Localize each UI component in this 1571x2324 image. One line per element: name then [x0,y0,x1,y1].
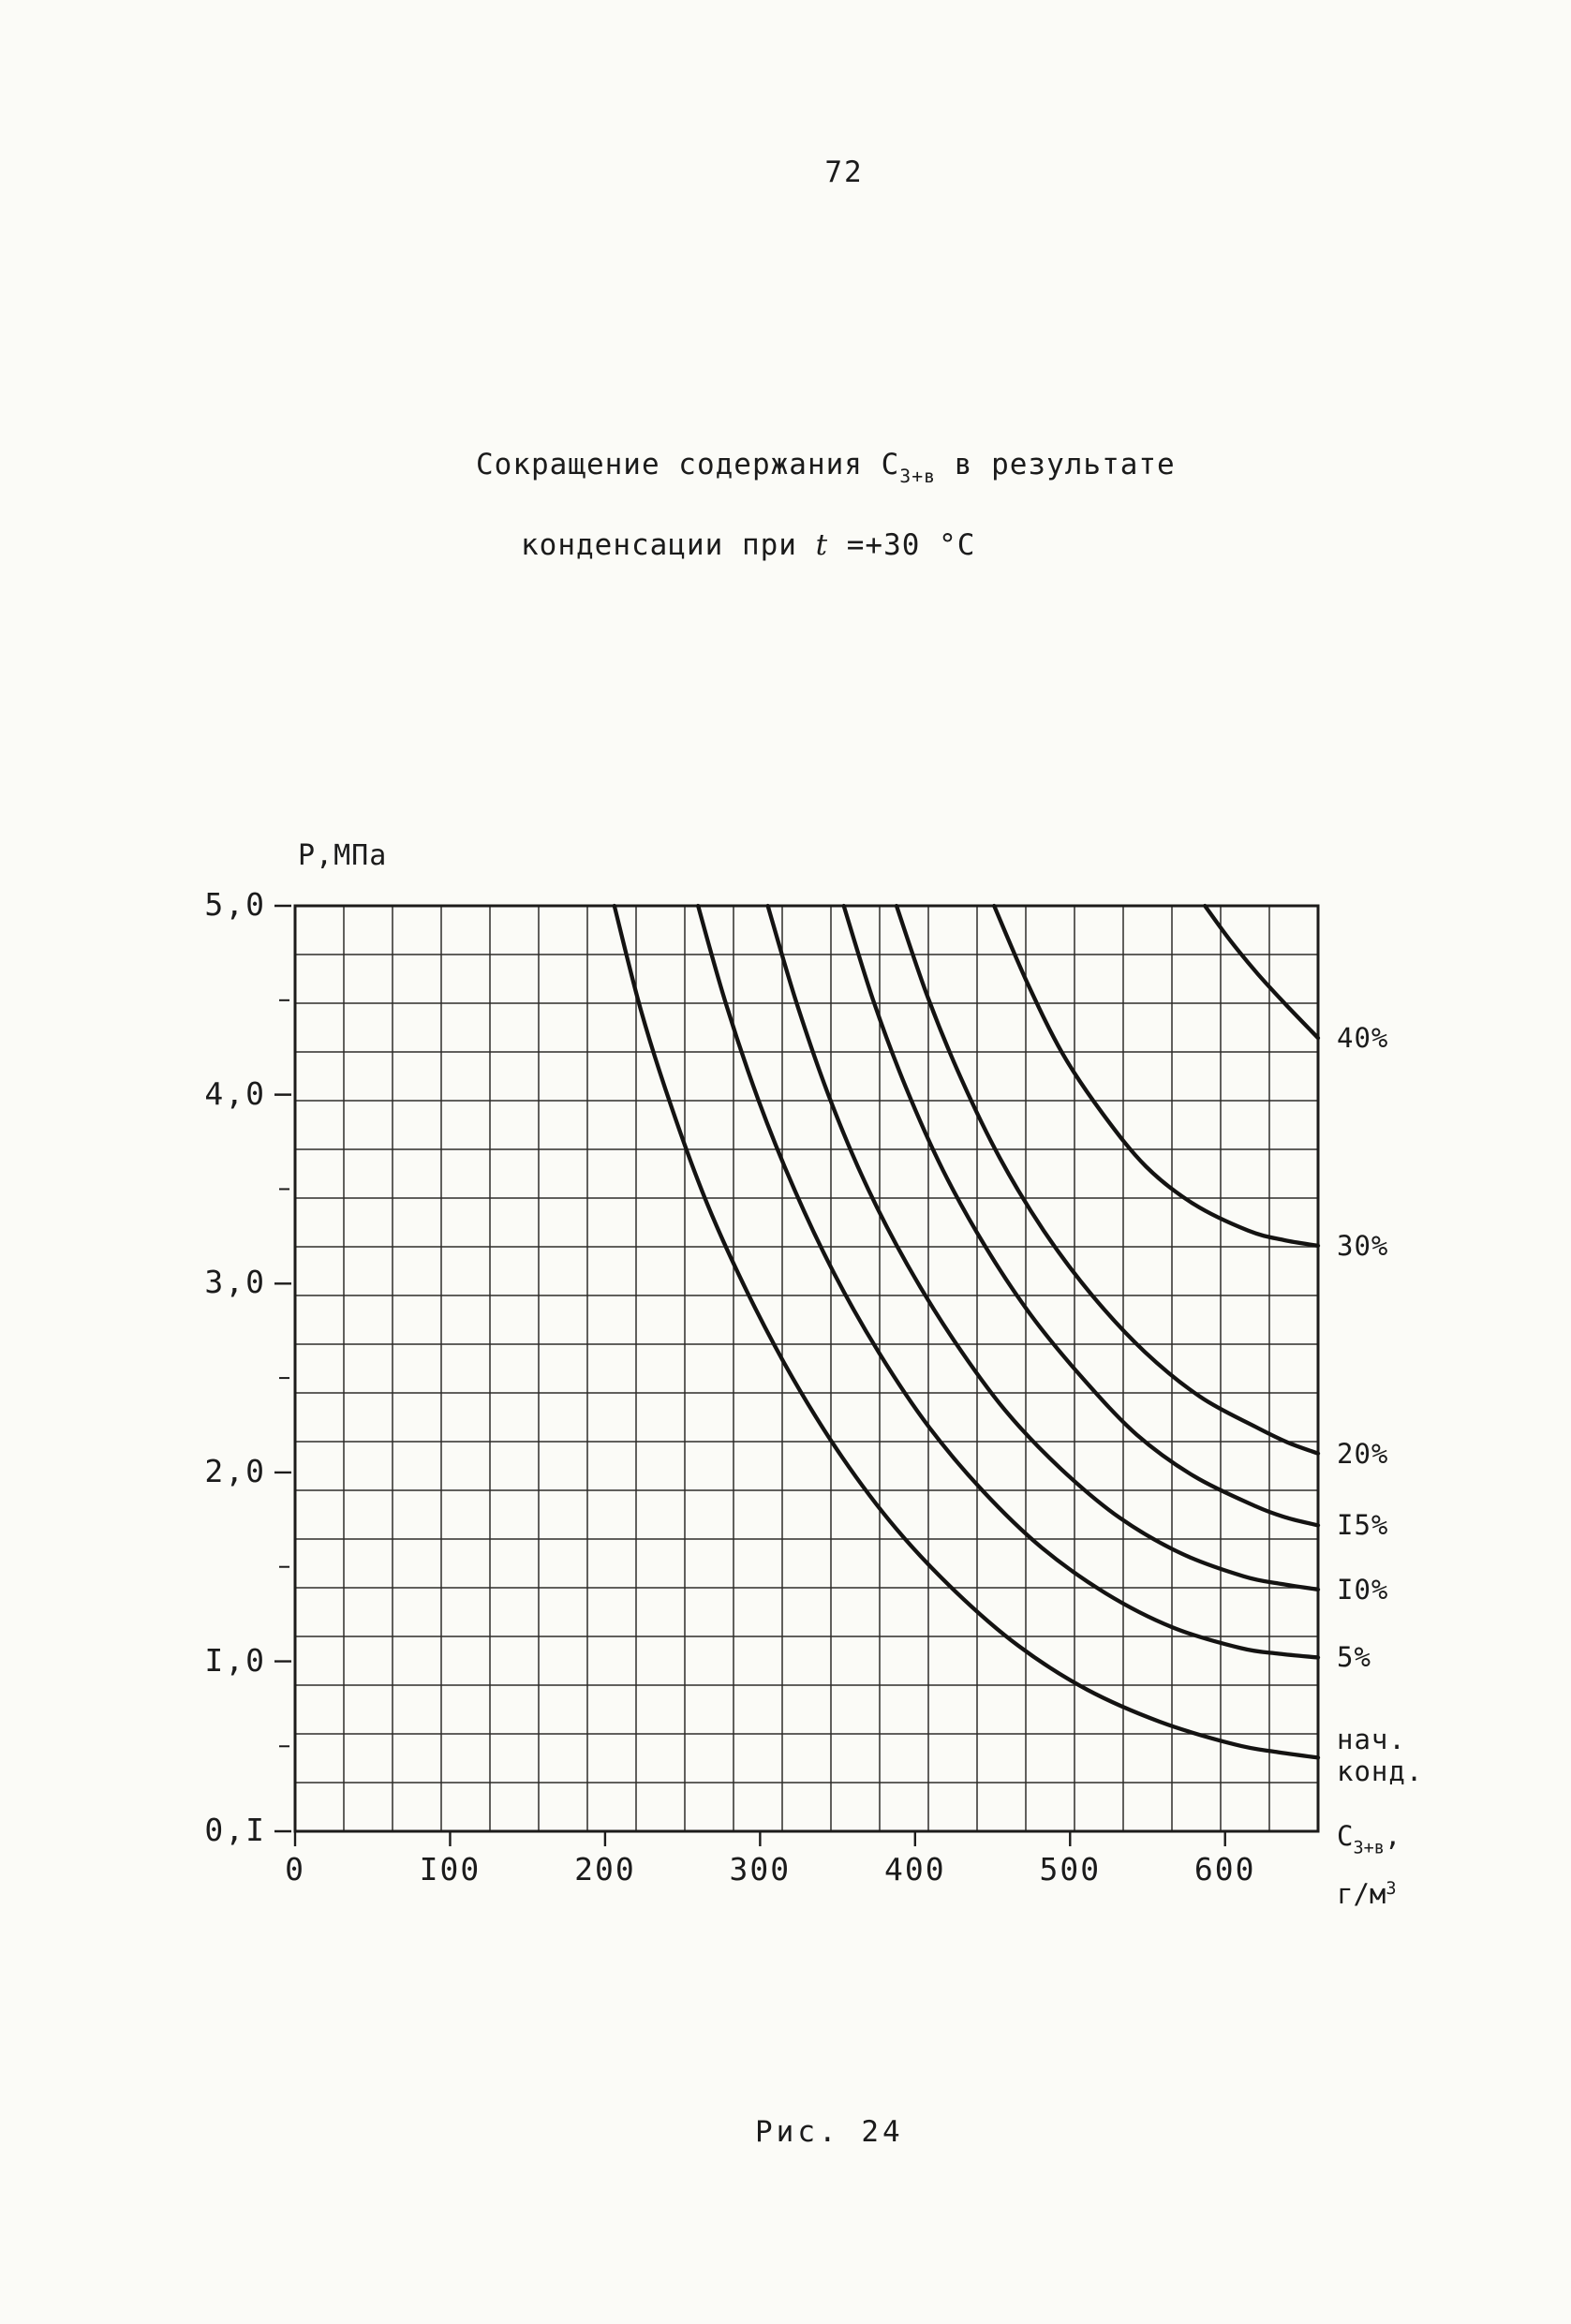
curve-40pct [1203,903,1321,1041]
x-unit-superscript: 3 [1386,1879,1397,1900]
title-text-pre: Сокращение содержания С [476,448,900,481]
figure-title-line1: Сокращение содержания С3+в в результате [476,448,1176,487]
curve-15pct [841,903,1321,1528]
figure-caption: Рис. 24 [755,2115,904,2149]
title2-variable-t: t [815,528,829,562]
y-tick-label: 3,0 [204,1264,266,1301]
x-unit-subscript: 3+в [1353,1838,1385,1858]
curve-label: 20% [1337,1437,1389,1470]
curve-label: 40% [1337,1022,1389,1055]
x-unit-symbol: С [1337,1820,1354,1852]
x-tick-label: 300 [729,1851,792,1887]
y-tick-label: I,0 [204,1641,266,1679]
curve-label: 30% [1337,1229,1389,1262]
curve-label: нач. конд. [1337,1724,1423,1787]
curve-label-line: нач. [1337,1724,1406,1756]
x-tick-label: I00 [419,1851,482,1887]
curve-20pct [894,903,1321,1456]
x-unit-comma: , [1384,1820,1401,1852]
curve-5pct [696,903,1321,1660]
x-tick-label: 200 [574,1851,636,1887]
x-unit-units: г/м [1337,1878,1386,1911]
curve-onset [612,903,1321,1760]
curve-label: I0% [1337,1573,1389,1606]
y-tick-label: 0,I [204,1812,266,1848]
curve-label: I5% [1337,1509,1389,1542]
y-tick-label: 2,0 [204,1452,266,1489]
x-unit-line1: С3+в, [1337,1815,1401,1869]
figure-title-line2: конденсации при t =+30 °С [521,528,975,562]
x-unit-line2: г/м3 [1337,1869,1401,1915]
page-number: 72 [824,155,864,189]
y-tick-label: 5,0 [204,886,266,923]
x-tick-label: 0 [285,1851,305,1887]
curve-label: 5% [1337,1641,1371,1674]
x-tick-label: 600 [1193,1851,1256,1887]
curve-10pct [765,903,1321,1592]
y-tick-label: 4,0 [204,1074,266,1112]
title2-text-post: =+30 °С [828,528,976,562]
x-tick-label: 500 [1039,1851,1102,1887]
curve-label-line: конд. [1337,1755,1424,1788]
x-axis-unit-label: С3+в, г/м3 [1337,1815,1401,1916]
x-tick-label: 400 [884,1851,946,1887]
title2-text-pre: конденсации при [521,528,816,562]
curve-30pct [992,903,1321,1249]
title-text-post: в результате [936,448,1176,481]
title-subscript: 3+в [899,465,937,487]
y-axis-title: Р,МПа [298,839,388,872]
plot-border [293,904,1320,1833]
